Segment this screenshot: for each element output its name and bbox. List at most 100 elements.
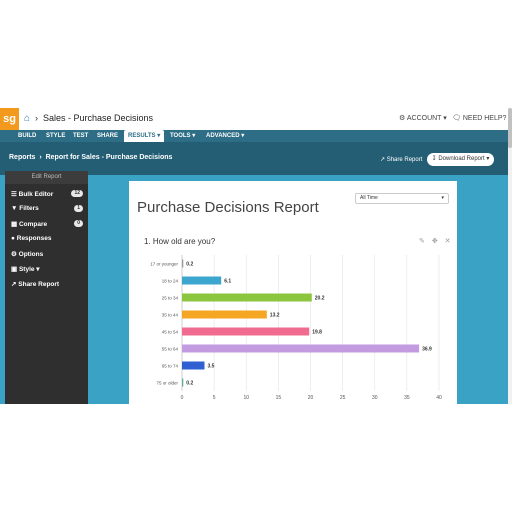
sidebar-item-label: Share Report [18, 281, 60, 288]
image-icon: ▣ [11, 266, 18, 273]
data-label: 36.9 [422, 347, 432, 353]
x-tick-label: 30 [372, 395, 378, 401]
time-filter-value: All Time [360, 195, 378, 201]
data-label: 19.8 [312, 330, 322, 336]
breadcrumb-reports[interactable]: Reports [9, 154, 36, 161]
bar [182, 361, 205, 370]
tab-results[interactable]: RESULTS ▾ [124, 130, 165, 142]
data-label: 3.5 [207, 364, 214, 370]
data-label: 0.2 [186, 262, 193, 268]
page-scrollbar[interactable] [508, 108, 512, 404]
count-badge: 0 [74, 220, 83, 227]
help-label: NEED HELP? [462, 115, 507, 122]
filter-icon: ▼ [11, 205, 18, 212]
breadcrumb-current: Report for Sales - Purchase Decisions [45, 154, 173, 161]
sidebar-item-share-report[interactable]: ↗ Share Report [11, 280, 83, 288]
edit-report-sidebar: Edit Report ☰ Bulk Editor 12 ▼ Filters 1… [5, 171, 88, 404]
bar [182, 310, 267, 319]
data-label: 0.2 [186, 381, 193, 387]
x-tick-label: 15 [276, 395, 282, 401]
tab-tools[interactable]: TOOLS ▾ [170, 133, 196, 139]
x-tick-label: 25 [340, 395, 346, 401]
y-tick-label: 18 to 24 [162, 278, 179, 283]
tab-test[interactable]: TEST [73, 133, 89, 139]
caret-down-icon: ▾ [443, 115, 447, 122]
x-tick-label: 0 [181, 395, 184, 401]
y-tick-label: 75 or older [156, 380, 178, 385]
sidebar-item-compare[interactable]: ▦ Compare 0 [11, 220, 83, 228]
data-label: 6.1 [224, 279, 231, 285]
time-filter-select[interactable]: All Time ▾ [355, 193, 449, 204]
bar [182, 378, 184, 387]
chevron-right-icon: › [37, 154, 44, 161]
survey-title: Sales - Purchase Decisions [43, 113, 154, 123]
y-tick-label: 45 to 54 [162, 329, 179, 334]
speech-bubble-icon: 🗨 [452, 115, 461, 122]
sidebar-item-label: Options [18, 251, 44, 258]
data-label: 20.2 [315, 296, 325, 302]
bar [182, 259, 184, 268]
bar [182, 276, 222, 285]
count-badge: 12 [71, 190, 83, 197]
y-tick-label: 55 to 64 [162, 346, 179, 351]
sidebar-item-filters[interactable]: ▼ Filters 1 [11, 205, 83, 212]
sidebar-item-label: Compare [18, 221, 48, 228]
move-icon[interactable]: ✥ [431, 238, 438, 245]
x-tick-label: 5 [213, 395, 216, 401]
pencil-icon[interactable]: ✎ [419, 238, 425, 245]
scrollbar-thumb[interactable] [508, 108, 512, 148]
data-label: 13.2 [270, 313, 280, 319]
main-nav: BUILD STYLE TEST SHARE RESULTS ▾ TOOLS ▾… [0, 130, 508, 142]
caret-down-icon: ▾ [441, 195, 444, 201]
account-label: ACCOUNT [406, 115, 442, 122]
help-link[interactable]: 🗨 NEED HELP? [452, 114, 506, 122]
sidebar-item-label: Style ▾ [18, 266, 40, 273]
tab-advanced[interactable]: ADVANCED ▾ [206, 133, 245, 139]
sidebar-item-style[interactable]: ▣ Style ▾ [11, 265, 83, 273]
share-report-link[interactable]: ↗ Share Report [380, 156, 422, 163]
share-icon: ↗ [380, 157, 386, 163]
logo[interactable]: sg [0, 108, 19, 130]
x-tick-label: 35 [404, 395, 410, 401]
tab-share[interactable]: SHARE [97, 133, 119, 139]
sidebar-item-label: Bulk Editor [18, 191, 54, 198]
y-tick-label: 17 or younger [150, 261, 178, 266]
report-toolbar: Reports › Report for Sales - Purchase De… [0, 142, 508, 175]
sidebar-item-label: Responses [16, 235, 52, 242]
tab-style[interactable]: STYLE [46, 133, 66, 139]
y-tick-label: 65 to 74 [162, 363, 179, 368]
y-tick-label: 35 to 44 [162, 312, 179, 317]
bar [182, 344, 420, 353]
close-icon[interactable]: ✕ [444, 238, 451, 245]
sidebar-item-responses[interactable]: ● Responses [11, 235, 83, 242]
chevron-right-icon: › [35, 113, 38, 123]
app-frame: sg ⌂ › Sales - Purchase Decisions ⚙ ACCO… [0, 108, 508, 404]
account-menu[interactable]: ⚙ ACCOUNT ▾ [399, 114, 447, 122]
gear-icon: ⚙ [399, 115, 406, 122]
home-icon[interactable]: ⌂ [24, 113, 31, 124]
download-report-button[interactable]: ↧ Download Report ▾ [427, 153, 494, 166]
bar [182, 327, 310, 336]
report-title: Purchase Decisions Report [137, 199, 319, 216]
sidebar-heading: Edit Report [5, 171, 88, 184]
gear-icon: ⚙ [11, 251, 17, 258]
download-report-label: Download Report ▾ [438, 156, 490, 162]
question-tools: ✎ ✥ ✕ [414, 237, 451, 245]
sidebar-item-options[interactable]: ⚙ Options [11, 250, 83, 258]
x-tick-label: 40 [436, 395, 442, 401]
bar [182, 293, 312, 302]
tab-build[interactable]: BUILD [18, 133, 37, 139]
share-report-label: Share Report [386, 157, 423, 163]
users-icon: ● [11, 235, 15, 242]
download-icon: ↧ [431, 156, 437, 162]
sidebar-item-label: Filters [19, 205, 39, 212]
count-badge: 1 [74, 205, 83, 212]
report-panel: Purchase Decisions Report All Time ▾ 1. … [129, 181, 457, 404]
breadcrumb: Reports › Report for Sales - Purchase De… [9, 154, 172, 161]
y-tick-label: 25 to 34 [162, 295, 179, 300]
age-bar-chart: 0 5 10 15 20 25 30 35 40 17 or younger 0.2 18 to 24… [150, 255, 442, 401]
list-icon: ☰ [11, 191, 17, 198]
share-icon: ↗ [11, 281, 17, 288]
x-tick-label: 10 [243, 395, 249, 401]
sidebar-item-bulk-editor[interactable]: ☰ Bulk Editor 12 [11, 190, 83, 198]
